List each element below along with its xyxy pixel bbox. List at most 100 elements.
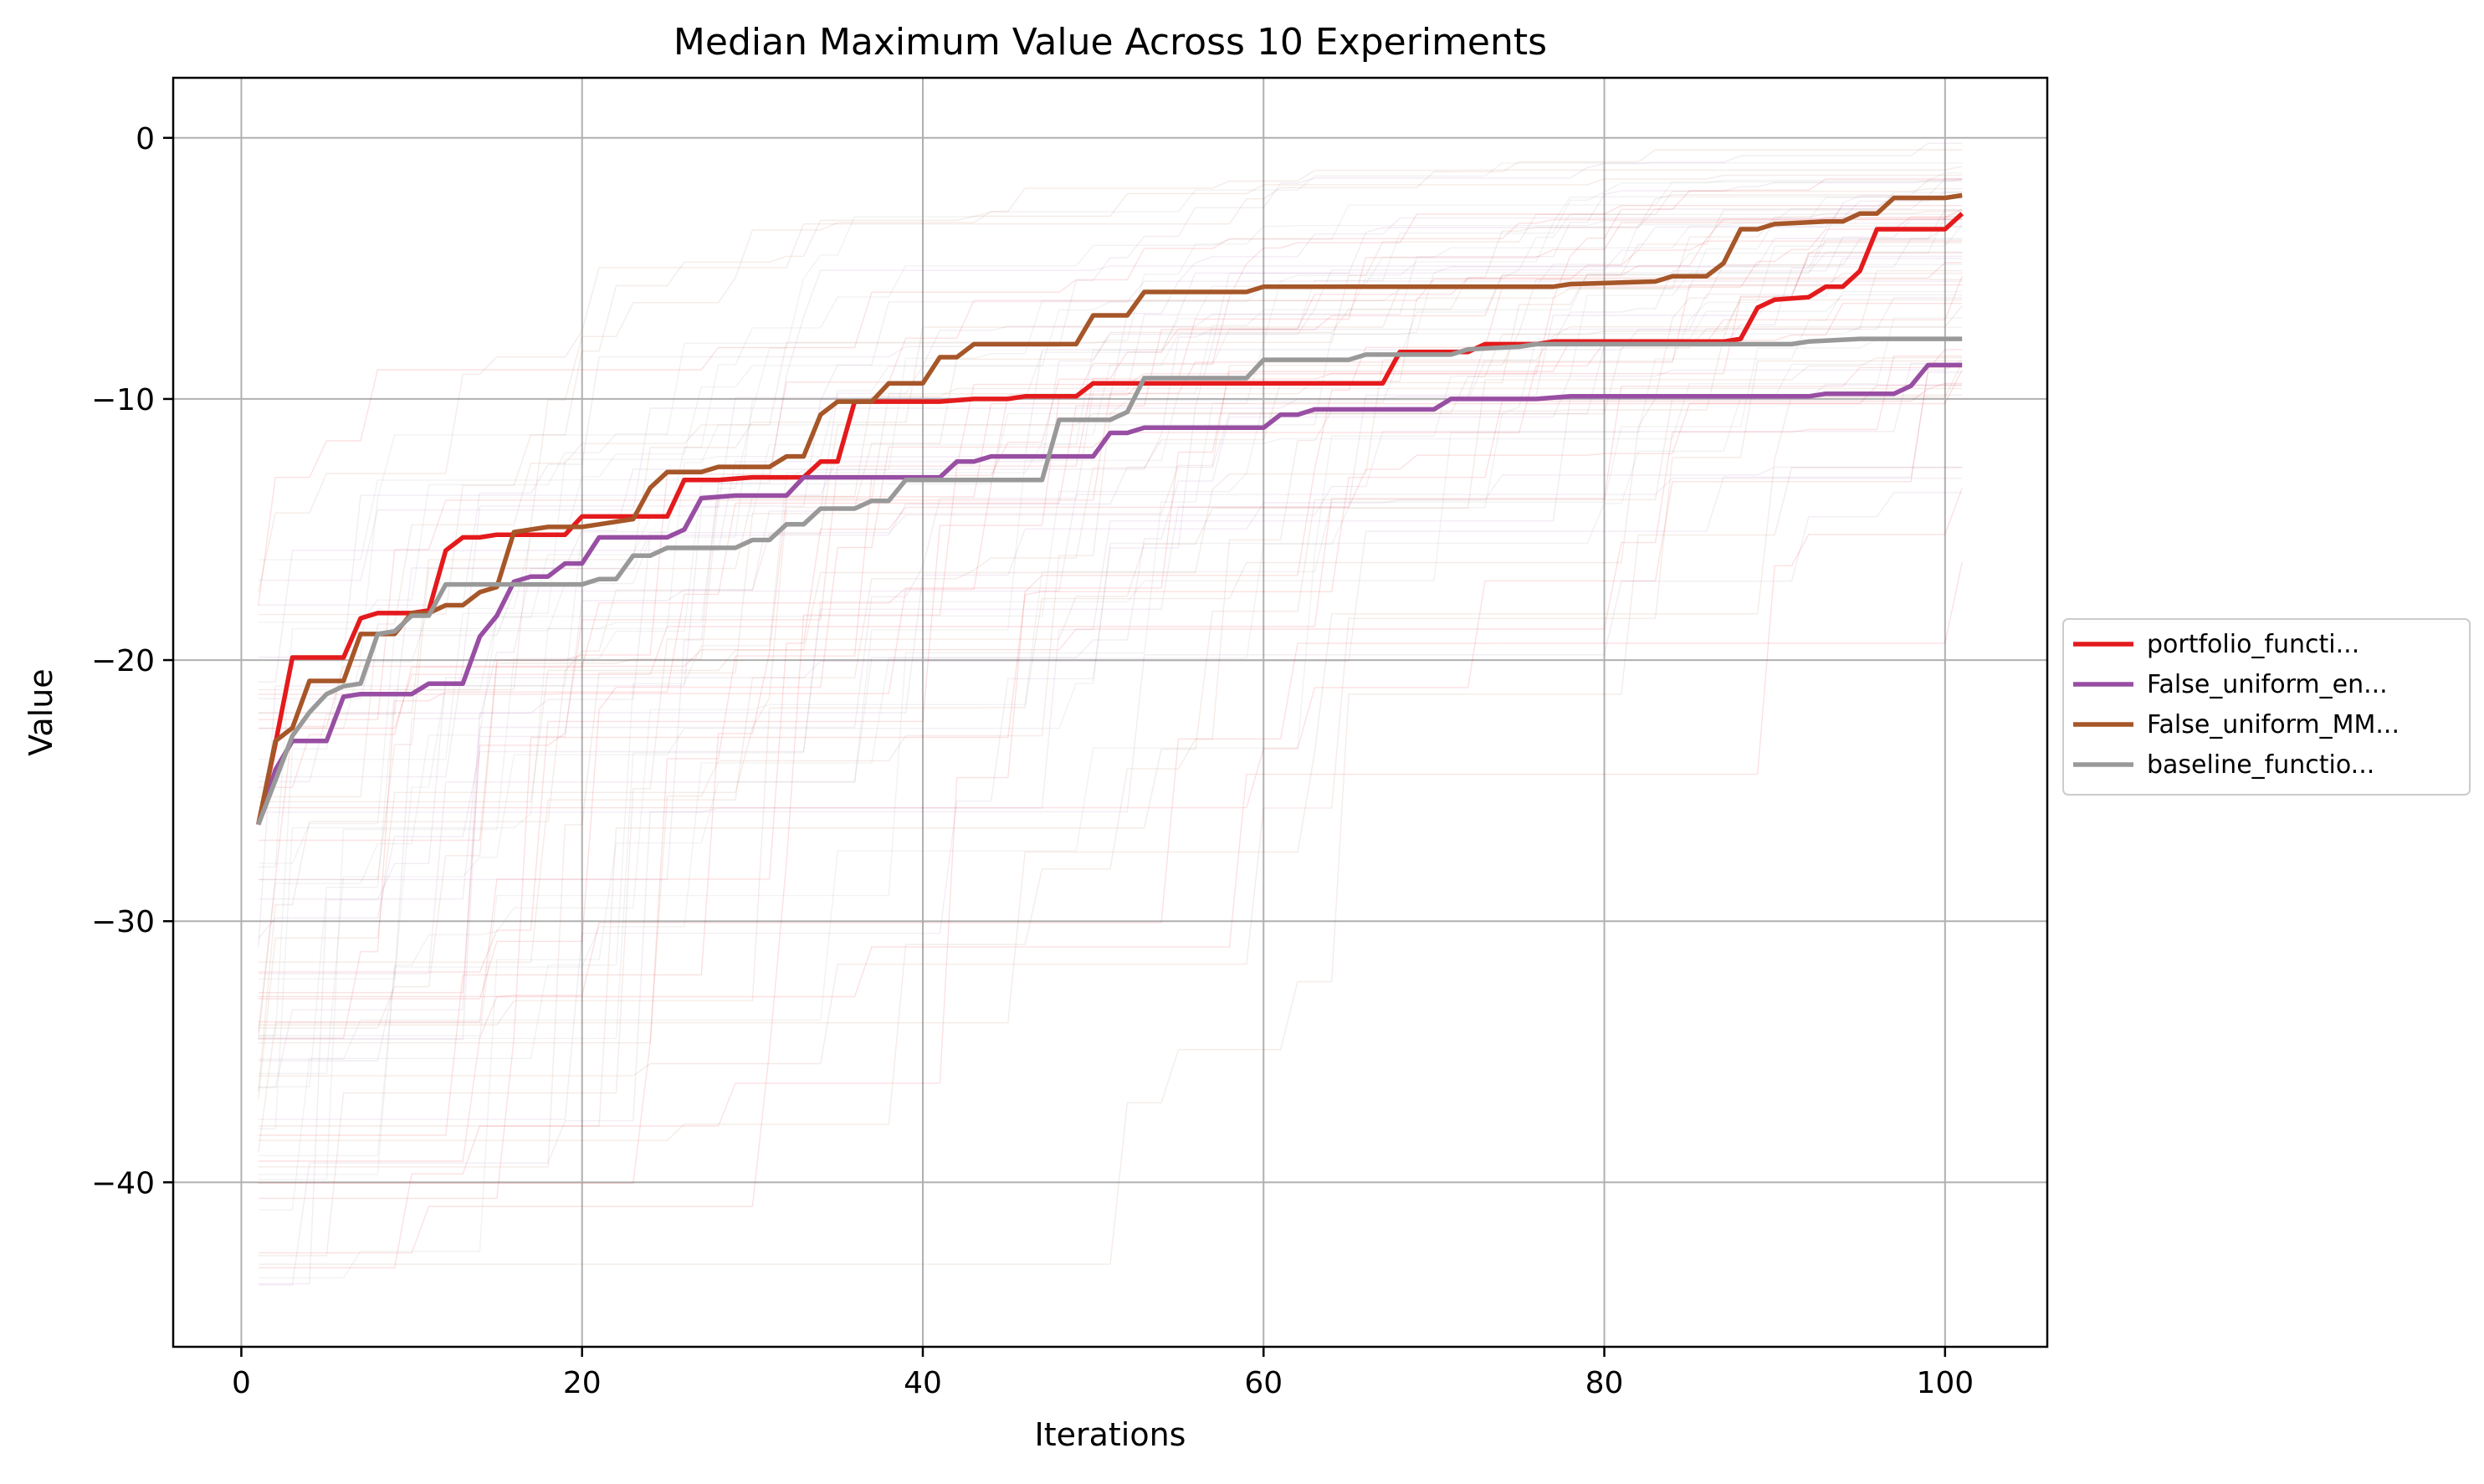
y-tick-label: 0	[136, 122, 155, 156]
run-line	[258, 382, 1963, 1200]
run-line	[258, 238, 1963, 1060]
legend-box	[2062, 618, 2471, 796]
legend-label: False_uniform_MM...	[2147, 710, 2399, 739]
run-line	[258, 339, 1963, 1157]
y-tick-label: −40	[91, 1166, 155, 1200]
x-tick-label: 40	[904, 1366, 942, 1400]
run-line	[258, 394, 1963, 1153]
series-line-baseline-functio-	[256, 336, 1963, 826]
run-line	[258, 255, 1963, 658]
x-tick-label: 0	[232, 1366, 251, 1400]
x-tick-label: 60	[1244, 1366, 1283, 1400]
x-axis-label: Iterations	[1035, 1416, 1186, 1453]
run-line	[258, 252, 1963, 1184]
run-line	[258, 174, 1963, 616]
x-tick-label: 100	[1916, 1366, 1974, 1400]
run-line	[258, 179, 1963, 1100]
run-line	[258, 162, 1963, 1130]
run-line	[258, 178, 1963, 980]
run-line	[258, 467, 1963, 1265]
run-line	[258, 387, 1963, 881]
run-line	[258, 280, 1963, 778]
series-line-false-uniform-mm-	[256, 192, 1963, 826]
run-line	[258, 284, 1963, 720]
median-series	[256, 192, 1964, 826]
run-line	[258, 242, 1963, 1141]
run-line	[258, 240, 1963, 842]
run-line	[258, 279, 1963, 1168]
run-line	[258, 297, 1963, 783]
y-tick-label: −30	[91, 905, 155, 939]
run-line	[258, 326, 1963, 729]
run-line	[258, 208, 1963, 695]
run-line	[258, 216, 1963, 1040]
chart-title: Median Maximum Value Across 10 Experimen…	[673, 21, 1547, 64]
run-line	[258, 218, 1963, 581]
run-line	[258, 218, 1963, 1039]
run-line	[258, 363, 1963, 1074]
series-line-false-uniform-en-	[256, 362, 1963, 826]
run-line	[258, 192, 1963, 623]
run-line	[258, 466, 1963, 1088]
run-line	[258, 290, 1963, 1040]
run-line	[258, 371, 1963, 1285]
run-line	[258, 561, 1963, 997]
run-line	[258, 218, 1963, 606]
run-line	[258, 216, 1963, 1269]
run-line	[258, 213, 1963, 864]
run-line	[258, 142, 1963, 606]
run-line	[258, 366, 1963, 729]
run-line	[258, 269, 1963, 1093]
run-line	[258, 238, 1963, 900]
run-line	[258, 171, 1963, 1036]
run-line	[258, 488, 1963, 1162]
run-line	[258, 197, 1963, 560]
legend: portfolio_functi... False_uniform_en... Fa…	[2062, 618, 2471, 796]
x-tick-label: 80	[1585, 1366, 1624, 1400]
run-line	[258, 195, 1963, 1120]
run-line	[258, 225, 1963, 760]
run-line	[258, 188, 1963, 798]
run-line	[258, 273, 1963, 714]
legend-label: False_uniform_en...	[2147, 670, 2388, 699]
run-line	[258, 226, 1963, 1026]
run-line	[258, 209, 1963, 963]
run-line	[258, 196, 1963, 1036]
run-line	[258, 251, 1963, 868]
grid-lines	[173, 78, 2047, 1347]
run-line	[258, 357, 1963, 1256]
run-line	[258, 356, 1963, 1033]
run-line	[258, 385, 1963, 1023]
run-line	[258, 305, 1963, 803]
y-axis-label: Value	[23, 668, 59, 755]
run-line	[258, 492, 1963, 1286]
run-line	[258, 149, 1963, 593]
run-line	[258, 205, 1963, 973]
y-tick-label: −10	[91, 383, 155, 417]
x-tick-label: 20	[563, 1366, 602, 1400]
legend-label: baseline_functio...	[2147, 750, 2374, 780]
run-line	[258, 211, 1963, 1029]
run-line	[258, 166, 1963, 691]
plot-area-frame	[172, 76, 2049, 1348]
run-line	[258, 359, 1963, 975]
run-line	[258, 192, 1963, 949]
y-tick-label: −20	[91, 644, 155, 678]
run-line	[258, 360, 1963, 1077]
run-line	[258, 362, 1963, 1062]
run-line	[258, 317, 1963, 1211]
legend-label: portfolio_functi...	[2147, 630, 2359, 659]
run-line	[258, 197, 1963, 683]
run-line	[258, 299, 1963, 1044]
run-line	[258, 209, 1963, 881]
run-line	[258, 369, 1963, 1136]
run-line	[258, 478, 1963, 699]
axis-ticks: 0 20 40 60 80 100 0 −10 −20 −30 −40	[91, 122, 1974, 1400]
run-line	[258, 224, 1963, 1180]
run-line	[258, 349, 1963, 809]
run-line	[258, 294, 1963, 1175]
run-line	[258, 258, 1963, 939]
run-line	[258, 180, 1963, 1040]
